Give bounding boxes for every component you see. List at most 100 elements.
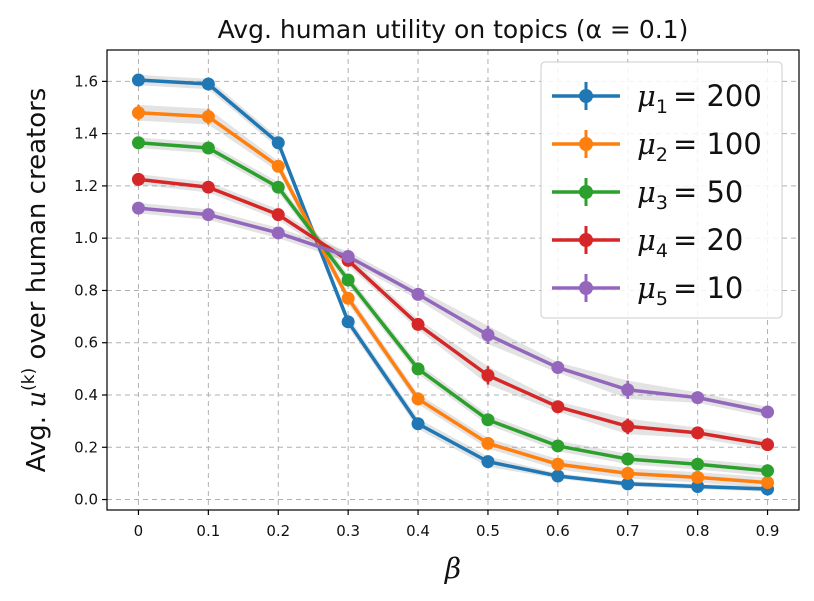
data-point: [621, 477, 635, 491]
legend-label-sub: 4: [656, 240, 668, 262]
data-point: [131, 106, 145, 120]
legend-label: μ2 = 100: [637, 127, 762, 166]
data-point: [621, 419, 635, 433]
data-point: [691, 391, 705, 405]
series-line: [138, 177, 768, 447]
series-lines: [131, 73, 775, 496]
data-point: [271, 208, 285, 222]
y-tick-label: 1.2: [74, 177, 98, 195]
series-3: [131, 136, 775, 478]
legend-label-var: μ: [637, 223, 656, 257]
x-tick-label: 0.8: [686, 522, 710, 540]
data-point: [271, 159, 285, 173]
legend-label-value: = 100: [673, 127, 762, 161]
data-point: [481, 413, 495, 427]
x-axis-ticks: 0 0.1 0.2 0.3 0.4 0.5 0.6 0.7 0.8 0.9: [134, 510, 780, 540]
legend-label: μ1 = 200: [637, 79, 762, 118]
data-point: [761, 464, 775, 478]
legend-marker: [579, 137, 593, 151]
legend-label-value: = 20: [673, 223, 743, 257]
data-point: [131, 73, 145, 87]
y-tick-label: 1.0: [74, 229, 98, 247]
y-axis-label-prefix: Avg.: [22, 408, 52, 473]
legend-marker: [579, 233, 593, 247]
legend-box: [540, 61, 783, 319]
data-point: [131, 172, 145, 186]
legend-label-sub: 3: [656, 192, 668, 214]
y-axis-label-suffix: over human creators: [22, 88, 52, 368]
data-point: [691, 470, 705, 484]
data-point: [201, 141, 215, 155]
data-point: [551, 439, 565, 453]
data-point: [551, 400, 565, 414]
data-point: [761, 405, 775, 419]
legend-label-sub: 2: [656, 144, 668, 166]
data-point: [201, 180, 215, 194]
chart-title: Avg. human utility on topics (α = 0.1): [218, 15, 689, 44]
y-tick-label: 1.4: [74, 125, 98, 143]
data-point: [411, 392, 425, 406]
legend-label-var: μ: [637, 271, 656, 305]
data-point: [761, 438, 775, 452]
data-point: [481, 455, 495, 469]
x-tick-label: 0.4: [406, 522, 430, 540]
plot-frame: [106, 49, 800, 511]
legend-entry-1: μ1 = 200: [552, 79, 762, 118]
data-point: [621, 452, 635, 466]
y-tick-label: 1.6: [74, 72, 98, 90]
legend-label: μ3 = 50: [637, 175, 743, 214]
y-axis-label: Avg. u(k) over human creators: [19, 88, 52, 473]
data-point: [201, 208, 215, 222]
y-tick-label: 0.2: [74, 438, 98, 456]
data-point: [481, 436, 495, 450]
data-point: [201, 77, 215, 91]
y-tick-label: 0.6: [74, 334, 98, 352]
legend-marker: [579, 281, 593, 295]
data-point: [341, 291, 355, 305]
series-line: [138, 110, 768, 485]
data-point: [551, 457, 565, 471]
data-point: [341, 249, 355, 263]
series-4: [131, 172, 775, 452]
legend-label-value: = 50: [673, 175, 743, 209]
series-5: [131, 201, 775, 419]
data-point: [481, 368, 495, 382]
series-line: [138, 78, 768, 491]
series-2: [131, 104, 775, 490]
x-tick-label: 0.5: [476, 522, 500, 540]
data-point: [691, 426, 705, 440]
data-point: [271, 136, 285, 150]
series-line: [138, 141, 768, 473]
legend-marker: [579, 89, 593, 103]
data-point: [411, 287, 425, 301]
y-axis-label-var: u: [22, 391, 52, 408]
legend-label-value: = 200: [673, 79, 762, 113]
x-tick-label: 0.9: [756, 522, 780, 540]
x-tick-label: 0.7: [616, 522, 640, 540]
data-point: [761, 476, 775, 490]
y-axis-ticks: 0.0 0.2 0.4 0.6 0.8 1.0 1.2 1.4 1.6: [74, 72, 107, 509]
data-point: [551, 361, 565, 375]
data-point: [131, 201, 145, 215]
data-point: [691, 457, 705, 471]
y-axis-label-sup: (k): [19, 368, 39, 391]
y-tick-label: 0.0: [74, 491, 98, 509]
x-axis-label: β: [444, 552, 461, 585]
data-point: [621, 466, 635, 480]
data-point: [411, 362, 425, 376]
x-tick-label: 0.1: [196, 522, 220, 540]
y-tick-label: 0.4: [74, 386, 98, 404]
legend-label-sub: 5: [656, 288, 668, 310]
data-point: [411, 417, 425, 431]
y-tick-label: 0.8: [74, 281, 98, 299]
series-line: [138, 206, 768, 414]
data-point: [481, 328, 495, 342]
data-point: [551, 469, 565, 483]
legend-entry-3: μ3 = 50: [552, 175, 743, 214]
legend-label-var: μ: [637, 127, 656, 161]
legend-label: μ4 = 20: [637, 223, 743, 262]
legend-label: μ5 = 10: [637, 271, 743, 310]
x-tick-label: 0.3: [336, 522, 360, 540]
legend-marker: [579, 185, 593, 199]
data-point: [341, 315, 355, 329]
